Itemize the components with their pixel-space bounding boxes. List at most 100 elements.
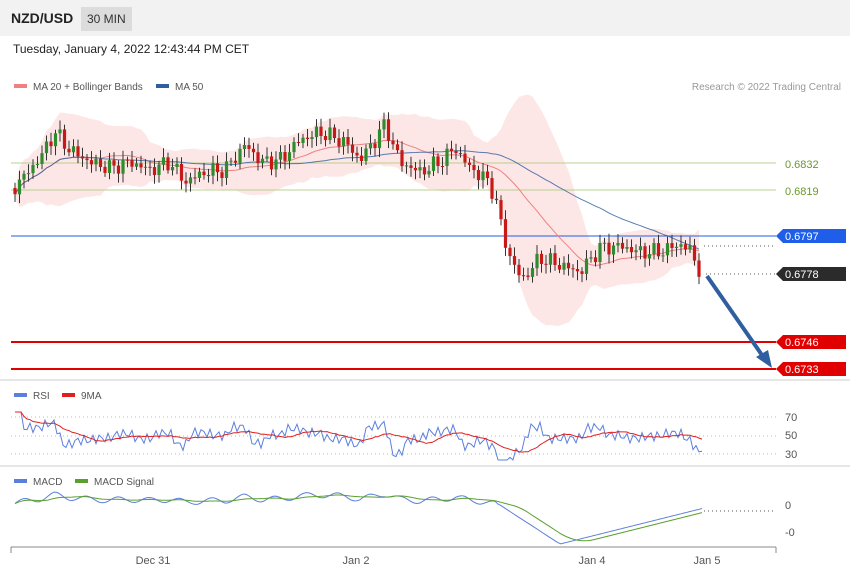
ma20-legend-label: MA 20 + Bollinger Bands: [33, 82, 143, 93]
level-label-0.6746: 0.6746: [785, 337, 819, 349]
candle-body: [332, 127, 337, 139]
macd-signal-line: [14, 494, 703, 542]
candle-body: [125, 159, 130, 161]
candle-body: [220, 172, 224, 178]
candle-body: [670, 243, 674, 248]
candle-body: [161, 157, 166, 165]
ma50-legend-swatch: [156, 84, 169, 88]
timeframe-badge[interactable]: 30 MIN: [81, 7, 132, 31]
candle-body: [341, 137, 346, 147]
rsi-legend-swatch: [14, 393, 27, 397]
candle-body: [94, 158, 98, 165]
candle-body: [31, 164, 35, 174]
ma20-legend-swatch: [14, 84, 27, 88]
candle-body: [260, 158, 265, 164]
bollinger-band: [15, 94, 699, 326]
candle-body: [373, 143, 377, 149]
credit-text: Research © 2022 Trading Central: [692, 82, 841, 93]
candle-body: [314, 126, 319, 138]
candle-body: [337, 138, 341, 147]
macd-legend-swatch: [14, 479, 27, 483]
candle-body: [296, 142, 301, 143]
symbol-title: NZD/USD: [11, 10, 74, 26]
candle-body: [224, 161, 229, 178]
candle-body: [503, 219, 508, 248]
candle-body: [301, 137, 305, 143]
x-tick-label-jan5: Jan 5: [694, 555, 721, 567]
candle-body: [364, 148, 368, 161]
candle-body: [233, 160, 238, 163]
candle-body: [386, 119, 391, 141]
ma50-legend-label: MA 50: [175, 82, 204, 93]
candle-body: [395, 144, 400, 151]
candle-body: [179, 164, 184, 181]
candle-body: [112, 160, 116, 166]
candle-body: [206, 175, 211, 177]
candle-body: [143, 166, 148, 168]
level-label-0.6832: 0.6832: [785, 159, 819, 171]
candle-body: [490, 178, 494, 199]
candle-body: [454, 151, 458, 154]
candle-body: [323, 136, 328, 141]
candle-body: [238, 148, 242, 163]
candle-body: [229, 160, 233, 162]
candle-body: [508, 247, 512, 257]
candle-body: [98, 158, 103, 167]
candle-body: [400, 150, 404, 167]
candle-body: [467, 162, 472, 165]
candle-body: [22, 173, 26, 180]
candle-body: [292, 142, 296, 153]
candle-body: [58, 129, 62, 134]
candle-body: [661, 255, 665, 257]
candle-body: [107, 160, 112, 173]
candle-body: [409, 165, 413, 168]
candle-body: [44, 141, 49, 154]
forecast-arrow-shaft: [705, 274, 766, 360]
x-tick-label-dec31: Dec 31: [136, 555, 171, 567]
candle-body: [656, 243, 661, 257]
candle-body: [391, 140, 395, 145]
candle-body: [517, 264, 521, 276]
candle-body: [598, 243, 602, 262]
candle-body: [328, 127, 332, 140]
candle-body: [607, 242, 611, 255]
candle-body: [620, 242, 625, 249]
candle-body: [485, 171, 490, 179]
candle-body: [305, 137, 310, 139]
rsi-ma-legend-swatch: [62, 393, 75, 397]
macd-legend-label: MACD: [33, 477, 62, 488]
candle-body: [436, 156, 440, 166]
candle-body: [26, 173, 31, 175]
macd-signal-legend-swatch: [75, 479, 88, 483]
candle-body: [197, 171, 202, 178]
candle-body: [89, 160, 94, 165]
candle-body: [202, 171, 206, 176]
candle-body: [319, 126, 323, 136]
candle-body: [148, 166, 152, 168]
candle-body: [638, 246, 643, 251]
candle-body: [413, 167, 418, 171]
candle-body: [629, 247, 634, 253]
candle-body: [193, 177, 197, 179]
candle-body: [377, 129, 382, 149]
candle-body: [170, 167, 175, 171]
candle-body: [575, 269, 580, 272]
candle-body: [17, 179, 22, 195]
candle-body: [53, 133, 58, 147]
candle-body: [494, 198, 499, 201]
level-tag-0.6797: [776, 229, 846, 243]
last-price-label: 0.6778: [785, 269, 819, 281]
timestamp: Tuesday, January 4, 2022 12:43:44 PM CET: [13, 42, 250, 56]
candle-body: [499, 200, 503, 220]
candles-group: [13, 112, 701, 285]
candle-body: [566, 262, 571, 269]
candle-body: [625, 247, 629, 249]
candle-body: [310, 137, 314, 139]
rsi-level-label-50: 50: [785, 430, 797, 442]
candle-body: [71, 146, 76, 153]
candle-body: [472, 164, 476, 171]
candle-body: [49, 141, 53, 147]
candle-body: [103, 166, 107, 173]
candle-body: [580, 271, 584, 274]
